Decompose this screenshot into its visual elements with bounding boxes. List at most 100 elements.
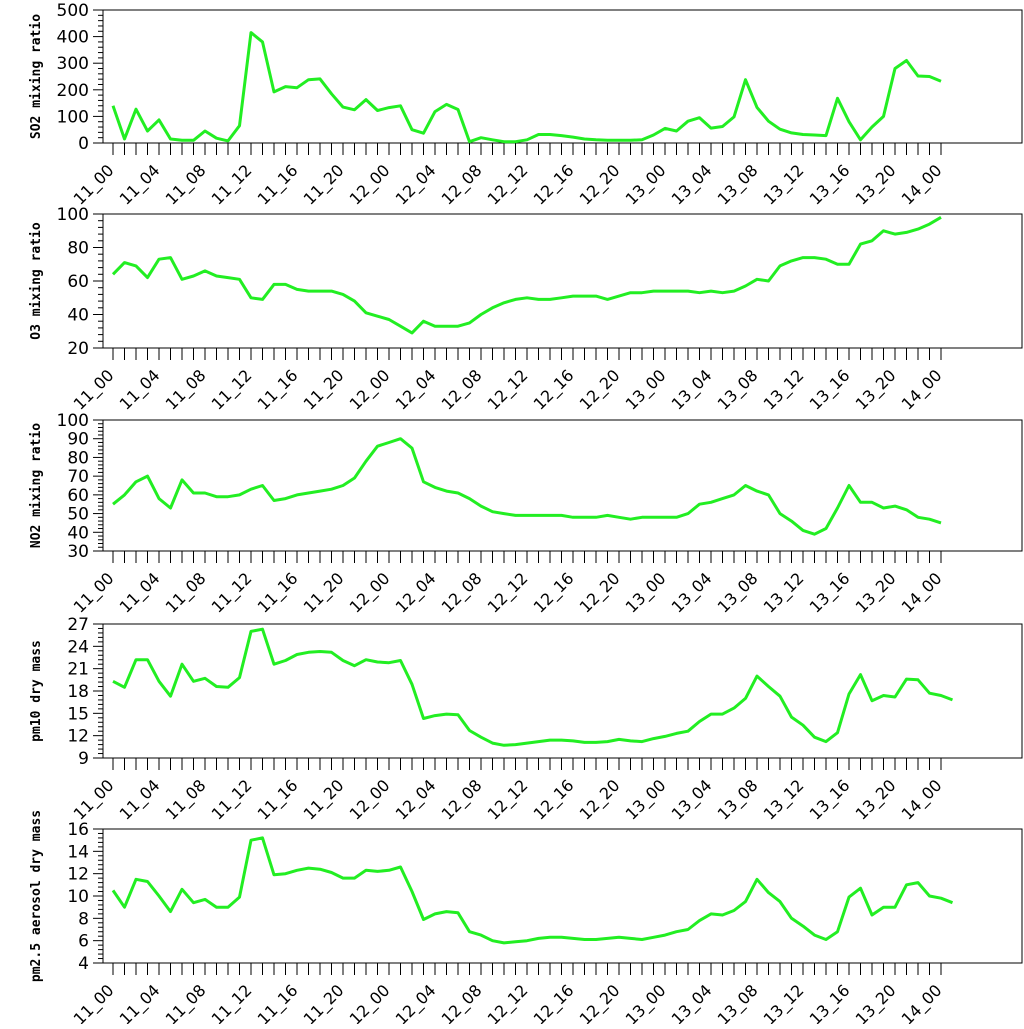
panel-2-x-tick-label: 12_12 [484,366,533,415]
panel-2-x-tick-label: 13_20 [852,366,901,415]
panel-4-x-tick-label: 12_04 [392,776,441,825]
panel-2-y-tick-label: 60 [67,272,89,292]
panel-5-x-tick-label: 13_08 [714,981,763,1024]
panel-1-x-tick-label: 13_16 [806,161,855,210]
panel-4-x-tick-label: 13_08 [714,776,763,825]
panel-1-x-tick-label: 12_12 [484,161,533,210]
panel-4-x-tick-label: 11_12 [208,776,257,825]
panel-4-frame [102,623,1023,759]
panel-1-y-tick-label: 100 [57,107,89,127]
panel-4-y-tick-label: 27 [67,615,89,635]
panel-4-x-tick-label: 12_20 [576,776,625,825]
panel-3-y-tick-label: 60 [67,486,89,506]
panel-3-x-tick-label: 12_12 [484,569,533,618]
panel-3-frame [102,419,1023,552]
panel-3-y-tick-label: 80 [67,448,89,468]
panel-3-x-tick-label: 12_08 [438,569,487,618]
panel-5-x-tick-label: 11_20 [300,981,349,1024]
panel-5-x-tick-label: 11_00 [70,981,119,1024]
panel-2-x-tick-label: 11_20 [300,366,349,415]
panel-5-x-tick-label: 12_08 [438,981,487,1024]
panel-1-x-tick-label: 11_16 [254,161,303,210]
panel-4-y-axis-label: pm10 dry mass [29,640,44,742]
panel-3-x-tick-label: 12_04 [392,569,441,618]
panel-2-x-tick-label: 11_08 [162,366,211,415]
panel-1-x-tick-label: 13_04 [668,161,717,210]
panel-5-x-tick-label: 11_08 [162,981,211,1024]
panel-5-x-tick-label: 13_00 [622,981,671,1024]
panel-3-x-tick-label: 11_12 [208,569,257,618]
panel-2-x-tick-label: 13_08 [714,366,763,415]
panel-4-x-tick-label: 12_08 [438,776,487,825]
panel-4-x-tick-label: 14_00 [898,776,947,825]
panel-1-x-tick-label: 12_20 [576,161,625,210]
panel-4-x-tick-label: 11_08 [162,776,211,825]
panel-5-y-tick-label: 12 [67,865,89,885]
panel-3-x-tick-label: 11_08 [162,569,211,618]
panel-5-y-tick-label: 4 [78,954,89,974]
panel-5-x-tick-label: 11_12 [208,981,257,1024]
panel-2-y-axis-label: O3 mixing ratio [29,222,44,340]
panel-5-y-tick-label: 8 [78,909,89,929]
panel-3-x-tick-label: 14_00 [898,569,947,618]
panel-5-x-tick-label: 11_04 [116,981,165,1024]
panel-2-x-tick-label: 11_12 [208,366,257,415]
panel-2-y-tick-label: 40 [67,306,89,326]
panel-3-x-tick-label: 12_00 [346,569,395,618]
panel-5-y-tick-label: 10 [67,887,89,907]
panel-4-series-line [112,627,954,747]
panel-3-x-tick-label: 11_04 [116,569,165,618]
panel-1-x-tick-label: 11_08 [162,161,211,210]
panel-1-y-tick-label: 500 [57,1,89,21]
panel-3-series-line [112,437,942,536]
panel-4-y-tick-label: 21 [67,660,89,680]
panel-4-y-tick-label: 9 [78,749,89,769]
panel-2-x-tick-label: 12_00 [346,366,395,415]
panel-2-y-tick-label: 20 [67,339,89,359]
panel-2-x-tick-label: 13_12 [760,366,809,415]
panel-4-x-tick-label: 12_00 [346,776,395,825]
panel-1-x-tick-label: 13_12 [760,161,809,210]
panel-4-x-tick-label: 12_12 [484,776,533,825]
panel-3-x-tick-label: 13_04 [668,569,717,618]
panel-3-y-tick-label: 50 [67,505,89,525]
panel-5-y-axis-label: pm2.5 aerosol dry mass [29,810,44,982]
panel-3-x-tick-label: 13_00 [622,569,671,618]
panel-1-frame [102,9,1023,144]
panel-3-x-tick-label: 13_12 [760,569,809,618]
panel-1-y-tick-label: 300 [57,54,89,74]
panel-4-x-tick-label: 12_16 [530,776,579,825]
panel-1-x-tick-label: 14_00 [898,161,947,210]
panel-4-x-tick-label: 13_00 [622,776,671,825]
panel-2-x-tick-label: 14_00 [898,366,947,415]
panel-1-x-tick-label: 11_12 [208,161,257,210]
panel-1-x-tick-label: 11_00 [70,161,119,210]
panel-3-y-tick-label: 70 [67,467,89,487]
panel-3-y-tick-label: 100 [57,411,89,431]
panel-1-series-line [111,31,942,144]
panel-5-x-tick-label: 13_16 [806,981,855,1024]
panel-5-x-tick-label: 13_20 [852,981,901,1024]
panel-3-x-tick-label: 11_20 [300,569,349,618]
panel-5-x-tick-label: 13_04 [668,981,717,1024]
panel-1-y-tick-label: 400 [57,28,89,48]
panel-1-x-tick-label: 12_04 [392,161,441,210]
panel-4-x-tick-label: 13_16 [806,776,855,825]
panel-2-series-line [111,216,942,335]
panel-4-y-tick-label: 24 [67,637,89,657]
panel-4-y-tick-label: 15 [67,704,89,724]
panel-2-x-tick-label: 12_08 [438,366,487,415]
panel-5-x-tick-label: 12_04 [392,981,441,1024]
panel-5-y-tick-label: 6 [78,932,89,952]
panel-3-y-tick-label: 30 [67,542,89,562]
panel-3-x-tick-label: 13_16 [806,569,855,618]
panel-4-x-tick-label: 13_12 [760,776,809,825]
panel-4-y-tick-label: 18 [67,682,89,702]
panel-3-y-axis-label: NO2 mixing ratio [29,423,44,548]
panel-2-y-tick-label: 80 [67,239,89,259]
panel-5-series-line [111,836,954,945]
panel-5-x-tick-label: 12_00 [346,981,395,1024]
panel-2-x-tick-label: 13_04 [668,366,717,415]
panel-2-x-tick-label: 12_04 [392,366,441,415]
